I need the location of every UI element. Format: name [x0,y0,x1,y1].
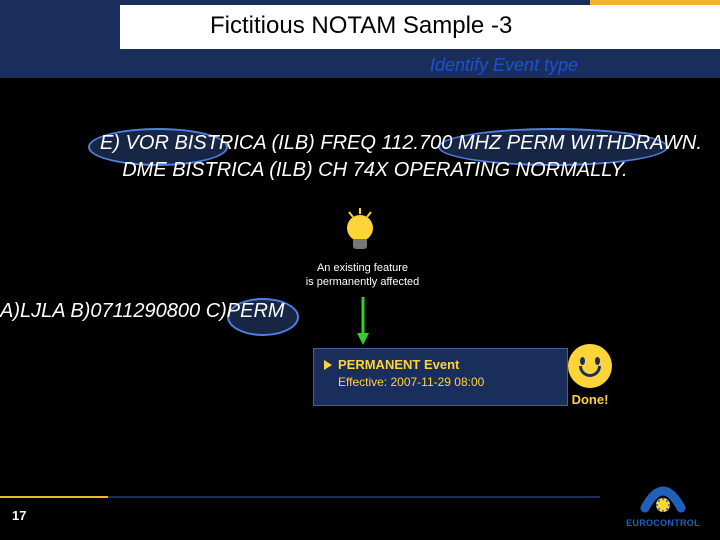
slide-subtitle: Identify Event type [430,55,578,76]
smiley-icon [568,344,612,388]
annotation-text: An existing feature is permanently affec… [300,261,425,290]
notam-e-line2: DME BISTRICA (ILB) CH 74X OPERATING NORM… [122,159,627,181]
logo-icon [640,480,686,516]
event-box: PERMANENT Event Effective: 2007-11-29 08… [313,348,568,406]
notam-text-e: E) VOR BISTRICA (ILB) FREQ 112.700 MHZ P… [100,130,702,184]
notam-e-line1: E) VOR BISTRICA (ILB) FREQ 112.700 MHZ P… [100,132,702,154]
logo-text: EUROCONTROL [624,518,702,528]
done-group: Done! [560,344,620,407]
slide-title: Fictitious NOTAM Sample -3 [210,12,512,40]
done-label: Done! [560,392,620,407]
lightbulb-icon [347,215,375,255]
footer-divider [0,496,600,498]
page-number: 17 [12,508,26,523]
event-effective: Effective: 2007-11-29 08:00 [338,375,557,389]
arrow-down-icon [355,297,371,347]
eurocontrol-logo: EUROCONTROL [624,480,702,528]
event-title: PERMANENT Event [338,357,459,372]
bullet-icon [324,360,332,370]
notam-text-abc: A)LJLA B)0711290800 C)PERM [0,300,285,323]
annotation-line2: is permanently affected [306,276,420,288]
event-title-row: PERMANENT Event [324,357,557,372]
annotation-line1: An existing feature [317,262,408,274]
